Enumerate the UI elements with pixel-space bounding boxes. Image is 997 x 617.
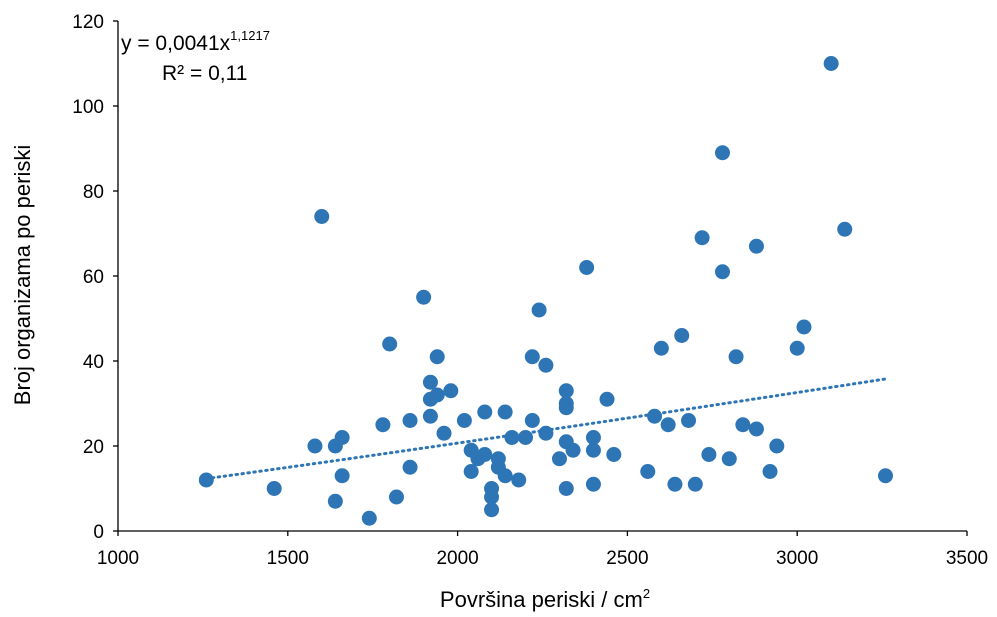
data-point — [694, 230, 710, 246]
data-point — [681, 413, 697, 428]
data-point — [585, 476, 601, 492]
data-point — [334, 468, 350, 484]
data-point — [660, 417, 676, 433]
x-axis-ticks: 1000 1500 2000 2500 3000 3500 — [97, 531, 988, 569]
data-point — [769, 438, 785, 454]
data-point — [443, 383, 459, 399]
data-point — [511, 472, 527, 488]
data-point — [456, 413, 472, 428]
data-point — [361, 510, 377, 526]
data-point — [422, 374, 438, 390]
data-point — [674, 328, 690, 343]
data-point — [877, 468, 893, 484]
data-point — [382, 336, 398, 352]
x-tick-label: 1500 — [267, 548, 309, 569]
data-point — [416, 289, 432, 305]
data-point — [429, 349, 445, 365]
data-point — [375, 417, 391, 433]
data-point — [504, 430, 520, 445]
data-point — [531, 302, 547, 318]
data-point — [422, 408, 438, 424]
y-tick-label: 100 — [72, 97, 104, 118]
x-tick-label: 2000 — [436, 548, 478, 569]
data-point — [653, 340, 669, 356]
data-point — [558, 481, 574, 496]
data-point — [463, 464, 479, 479]
data-point — [524, 349, 540, 365]
equation-main: y = 0,0041x — [121, 32, 231, 55]
y-tick-label: 120 — [72, 12, 104, 33]
data-point — [524, 413, 540, 428]
r-squared-label: R² = 0,11 — [162, 62, 247, 85]
data-point — [334, 430, 350, 445]
data-point — [402, 459, 418, 475]
equation-exponent: 1,1217 — [230, 28, 270, 43]
data-point — [796, 319, 812, 335]
x-tick-label: 1000 — [97, 548, 139, 569]
data-point — [579, 260, 595, 275]
data-point — [789, 340, 805, 356]
data-point — [735, 417, 751, 433]
y-tick-label: 40 — [83, 352, 104, 373]
data-point — [721, 451, 737, 467]
y-axis-title: Broj organizama po periski — [10, 145, 35, 405]
x-tick-label: 3500 — [946, 548, 988, 569]
data-point — [565, 442, 581, 458]
data-point — [714, 264, 730, 280]
data-point — [728, 349, 744, 365]
data-point — [748, 421, 764, 437]
data-point — [687, 476, 703, 492]
data-point — [551, 451, 567, 467]
data-point — [558, 400, 574, 416]
data-point — [748, 238, 764, 254]
data-point — [518, 430, 534, 445]
data-point — [477, 447, 493, 462]
data-point — [497, 404, 513, 420]
data-point — [647, 408, 663, 424]
data-point — [585, 442, 601, 458]
data-point — [558, 383, 574, 399]
data-point — [538, 357, 554, 373]
data-point — [266, 481, 282, 496]
y-tick-label: 20 — [83, 437, 104, 458]
x-axis-title-text: Površina periski / cm — [440, 587, 643, 612]
data-point — [402, 413, 418, 428]
y-tick-label: 0 — [93, 522, 104, 543]
data-point — [762, 464, 778, 479]
x-tick-label: 2500 — [606, 548, 648, 569]
data-point — [599, 391, 615, 407]
data-point — [640, 464, 656, 479]
data-point — [314, 209, 330, 224]
data-point — [477, 404, 493, 420]
data-point — [837, 221, 853, 237]
trendline-equation: y = 0,0041x1,1217 — [121, 28, 270, 55]
data-point — [701, 447, 717, 462]
data-point — [327, 493, 343, 509]
data-point — [388, 489, 404, 505]
x-tick-label: 3000 — [776, 548, 818, 569]
data-point — [307, 438, 323, 454]
data-point — [667, 476, 683, 492]
x-axis-title-superscript: 2 — [643, 586, 650, 601]
power-trendline — [204, 377, 887, 481]
x-axis-title: Površina periski / cm2 — [440, 586, 650, 612]
data-point — [606, 447, 622, 462]
y-tick-label: 60 — [83, 267, 104, 288]
data-point — [484, 489, 500, 505]
data-point — [585, 430, 601, 445]
data-point — [714, 145, 730, 161]
data-point — [484, 502, 500, 518]
y-tick-label: 80 — [83, 182, 104, 203]
y-axis-ticks: 0 20 40 60 80 100 120 — [72, 12, 118, 543]
data-point — [497, 468, 513, 484]
data-point — [436, 425, 452, 441]
data-points — [198, 56, 893, 526]
data-point — [429, 387, 445, 403]
data-point — [823, 56, 839, 71]
